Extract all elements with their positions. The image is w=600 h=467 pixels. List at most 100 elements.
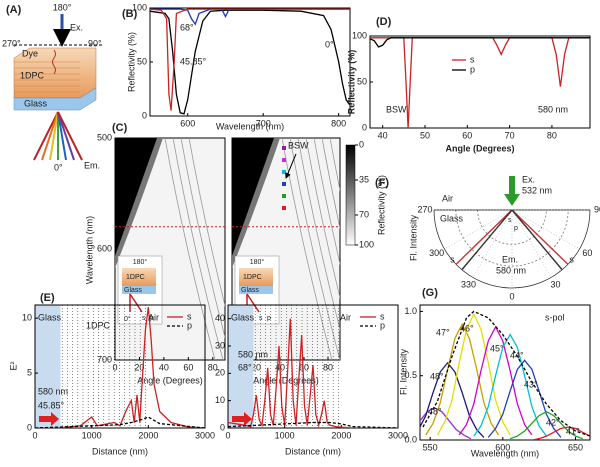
plot-frame	[227, 304, 399, 429]
red-arrow	[39, 412, 59, 426]
emission-ray	[57, 111, 83, 161]
x-tick-label: 60	[462, 130, 472, 140]
y-tick-label: 10	[215, 395, 225, 405]
ray-label: s	[450, 255, 455, 265]
colorbar-tick-label: 70	[359, 209, 369, 219]
x-tick-label: 0	[32, 430, 37, 440]
y-tick-label: 600	[97, 243, 112, 253]
x-axis-label: Angle (Degrees)	[137, 375, 203, 385]
x-tick-label: 3000	[195, 430, 215, 440]
mode-curve	[180, 138, 225, 339]
x-tick-label: 700	[256, 118, 271, 128]
polar-ring	[477, 209, 547, 245]
curve-label: 48°	[430, 371, 444, 381]
y-tick-label: 0	[362, 122, 367, 132]
y-tick-label: 0.5	[404, 370, 417, 380]
inset-label: s	[142, 315, 146, 322]
annotation: Air	[148, 312, 159, 322]
inset-label: 1DPC	[243, 274, 262, 281]
data-line	[425, 322, 500, 436]
x-tick-label: 550	[423, 442, 438, 452]
stack-label: 1DPC	[20, 70, 45, 80]
emission-ray	[511, 209, 563, 271]
data-line	[473, 333, 547, 437]
data-line	[509, 410, 583, 440]
inset-stack	[122, 268, 156, 286]
y-axis-label: Wavelength (nm)	[84, 216, 94, 284]
legend-label: s	[380, 311, 385, 321]
angle-label: 0°	[54, 162, 63, 172]
x-axis-label: Distance (nm)	[285, 446, 341, 456]
annotation: 580 nm	[538, 104, 568, 114]
y-tick-label: 0	[142, 110, 147, 120]
x-tick-label: 800	[331, 118, 346, 128]
angle-tick-label: 330	[461, 280, 476, 290]
annotation-arrow	[285, 153, 297, 179]
colorbar-tick-label: 35	[359, 174, 369, 184]
mode-curve	[329, 138, 340, 193]
angle-marker	[282, 158, 286, 162]
y-axis-label: Fl. Intensity	[408, 214, 418, 261]
curve-label: 41°	[566, 426, 580, 436]
annotation: Ex.	[522, 174, 535, 184]
polar-ring	[455, 209, 569, 267]
x-tick-label: 70	[505, 130, 515, 140]
y-axis-label: Reflectivity (%)	[126, 32, 136, 92]
annotation: 68°	[238, 362, 252, 372]
annotation: s-pol	[545, 312, 565, 322]
dye-wave	[52, 49, 56, 75]
x-tick-label: 1000	[82, 430, 102, 440]
glass-region	[228, 305, 254, 428]
mode-curve	[313, 138, 340, 266]
x-tick-label: 80	[547, 130, 557, 140]
angle-label: 180°	[53, 2, 72, 12]
emission-ray	[57, 111, 75, 161]
emission-ray	[461, 209, 513, 271]
annotation: 580 nm	[496, 265, 526, 275]
inset-label: p	[150, 315, 154, 322]
mode-curve	[172, 138, 224, 360]
legend-label: p	[380, 320, 385, 330]
emission-ray	[57, 111, 67, 161]
x-tick-label: 20	[251, 362, 261, 372]
polar-spoke	[511, 209, 580, 250]
data-line	[150, 9, 350, 115]
inset-label: 0°	[124, 315, 131, 323]
angle-tick-label: 60	[582, 248, 592, 258]
angle-marker	[282, 146, 286, 150]
y-tick-label: 700	[97, 354, 112, 364]
x-tick-label: 60	[183, 362, 193, 372]
inset-glass	[239, 286, 273, 294]
x-tick-label: 20	[134, 362, 144, 372]
center-label: s	[508, 217, 512, 224]
polar-spoke	[444, 209, 513, 250]
curve-label: 46°	[460, 323, 474, 333]
angle-label: 90°	[88, 38, 102, 48]
x-axis-label: Distance (nm)	[92, 446, 148, 456]
y-axis-label: Fl. Intensity	[398, 348, 408, 395]
angle-tick-label: 90	[594, 204, 600, 214]
x-axis-label: Wavelength (nm)	[216, 121, 284, 131]
panel-label: (G)	[422, 287, 438, 299]
curve-label: 68°	[180, 22, 194, 32]
x-tick-label: 0	[225, 430, 230, 440]
plot-frame	[419, 304, 591, 441]
x-tick-label: 2000	[331, 430, 351, 440]
dark-region	[115, 138, 157, 256]
y-tick-label: 5	[27, 367, 32, 377]
angle-tick-label: 300	[429, 248, 444, 258]
panel-label: (F)	[375, 177, 389, 189]
y-tick-label: 0	[220, 422, 225, 432]
inset-ray	[246, 293, 260, 313]
emission-ray	[455, 209, 513, 265]
annotation: Glass	[38, 312, 62, 322]
annotation: Em.	[502, 254, 518, 264]
inset-label: 180°	[250, 258, 265, 266]
y-axis-label: Reflectivity (%)	[346, 50, 356, 115]
x-tick-label: 0	[112, 362, 117, 372]
angle-marker	[282, 206, 286, 210]
colorbar-label: Reflectivity (%)	[376, 175, 386, 235]
annotation: Air	[340, 312, 351, 322]
angle-marker	[282, 170, 286, 174]
